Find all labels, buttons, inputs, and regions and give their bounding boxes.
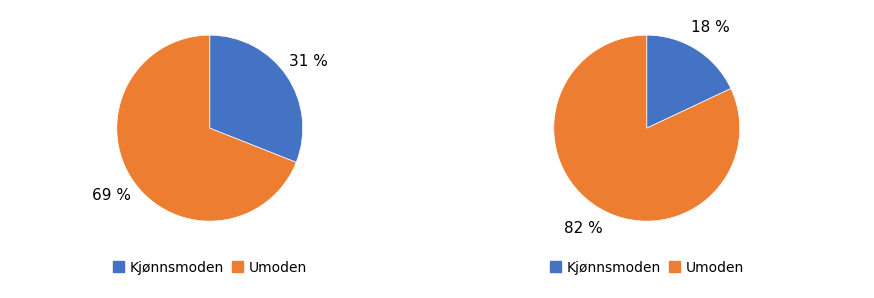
Text: 82 %: 82 % [564,221,602,236]
Wedge shape [554,35,739,221]
Legend: Kjønnsmoden, Umoden: Kjønnsmoden, Umoden [113,261,307,274]
Text: 69 %: 69 % [92,187,131,203]
Text: 18 %: 18 % [691,20,730,35]
Wedge shape [647,35,731,128]
Wedge shape [210,35,302,162]
Wedge shape [117,35,296,221]
Legend: Kjønnsmoden, Umoden: Kjønnsmoden, Umoden [550,261,744,274]
Text: 31 %: 31 % [288,54,328,69]
